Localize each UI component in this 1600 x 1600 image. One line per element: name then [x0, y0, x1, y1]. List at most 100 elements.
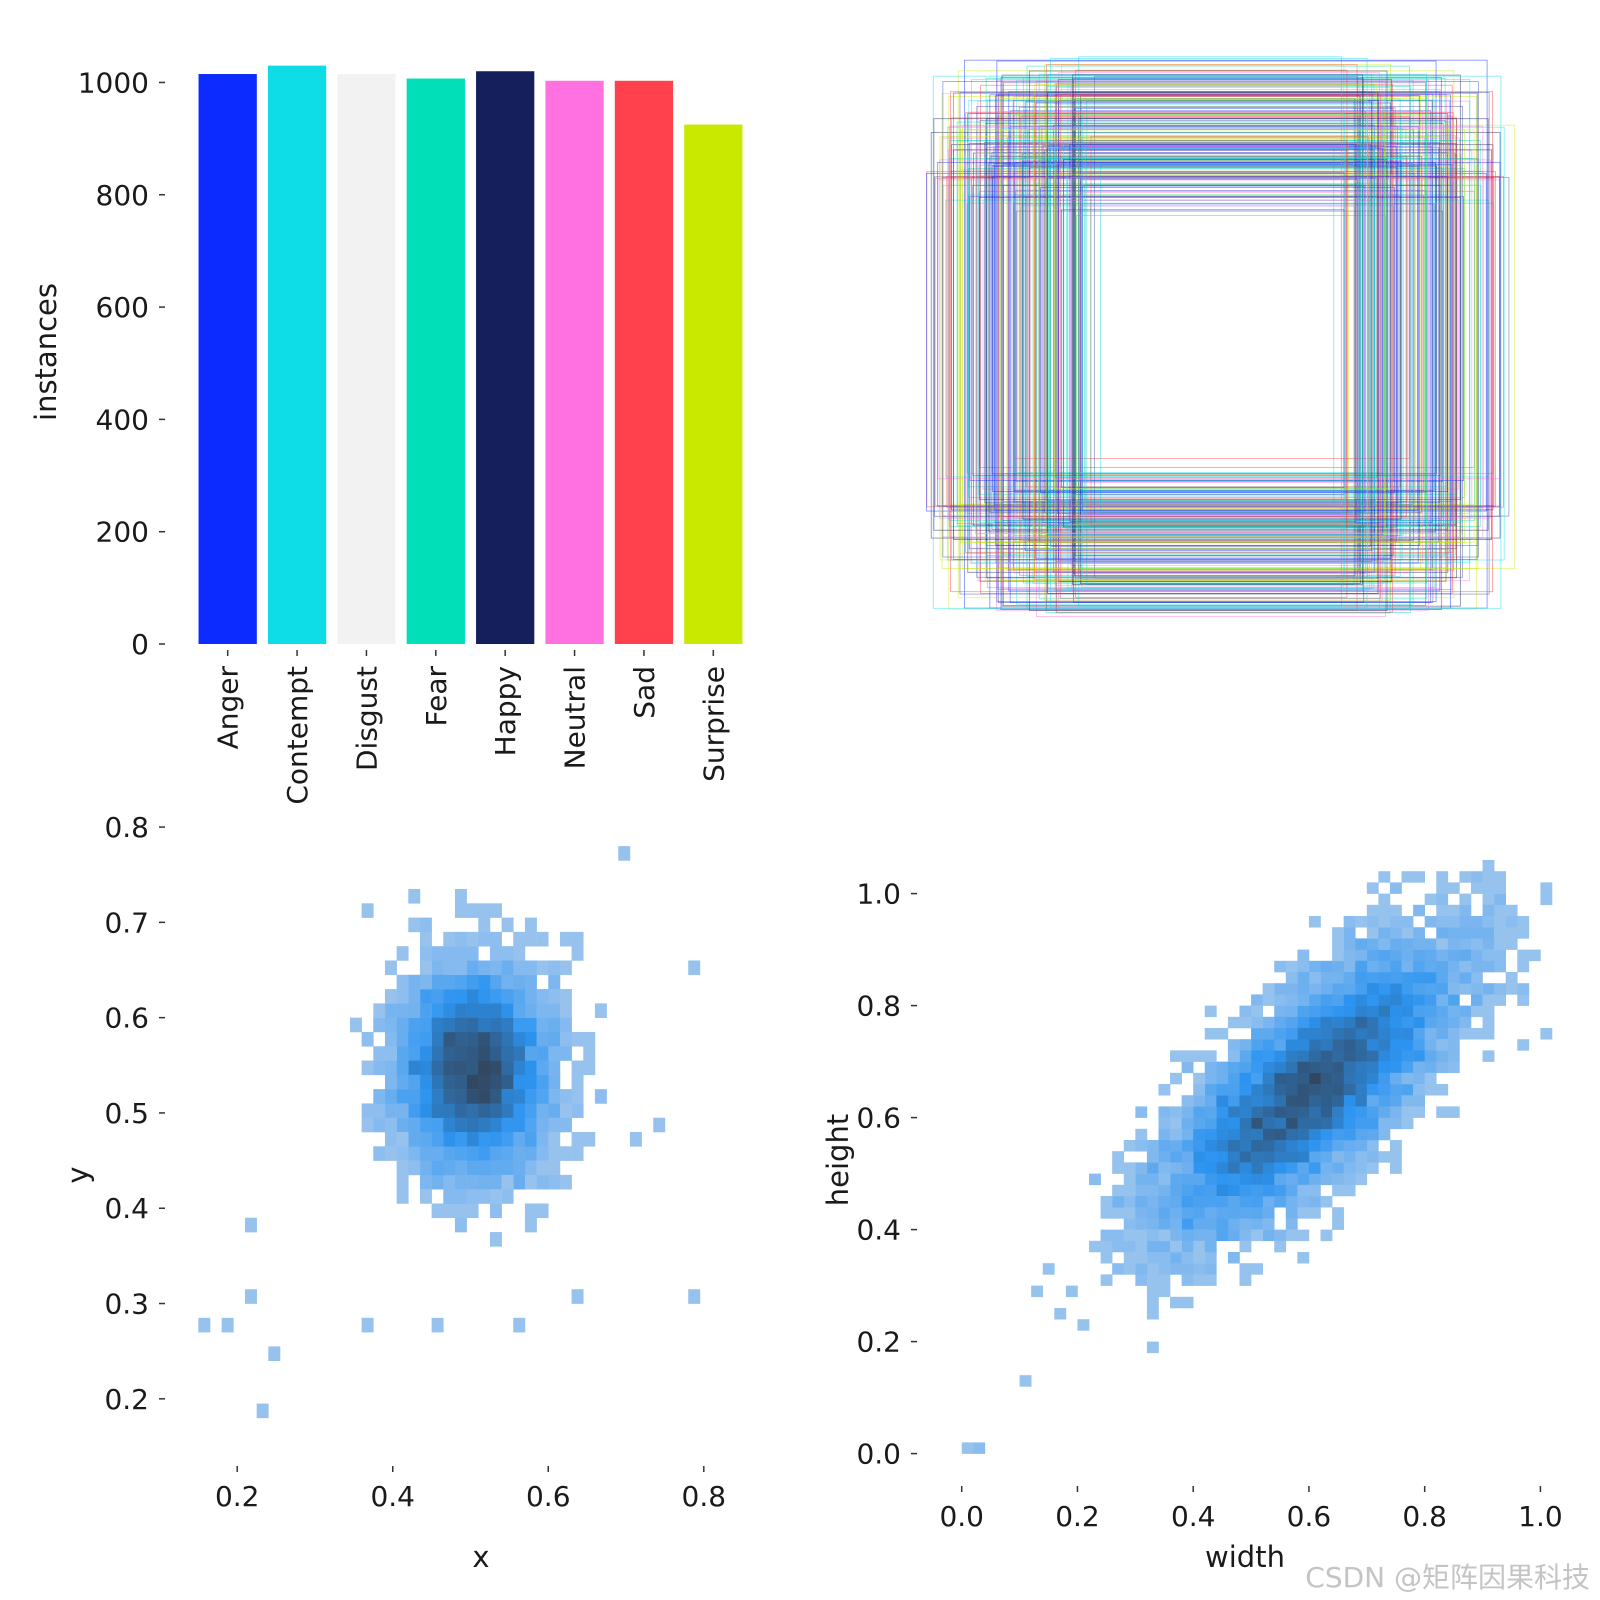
heatmap-cell	[489, 1160, 502, 1176]
heatmap-cell	[536, 1117, 549, 1133]
heatmap-cell	[1470, 938, 1483, 950]
heatmap-cell	[489, 1132, 502, 1147]
heatmap-cell	[1413, 949, 1425, 962]
heatmap-cell	[1274, 1005, 1287, 1018]
heatmap-cell	[1112, 1151, 1125, 1163]
heatmap-cell	[1401, 1028, 1414, 1040]
heatmap-cell	[1135, 1274, 1148, 1286]
heatmap-cell	[1274, 1151, 1287, 1163]
heatmap-cell	[1204, 1162, 1217, 1174]
heatmap-cell	[1297, 1252, 1310, 1264]
label-box-outline	[1080, 192, 1390, 483]
heatmap-cell	[1065, 1285, 1078, 1298]
heatmap-cell	[1320, 1050, 1333, 1062]
heatmap-cell	[384, 1146, 397, 1161]
heatmap-cell	[1297, 1207, 1310, 1219]
heatmap-cell	[396, 1103, 409, 1119]
x-tick-label: 0.6	[526, 1480, 571, 1513]
heatmap-cell	[1389, 972, 1402, 984]
heatmap-cell	[1517, 916, 1530, 928]
heatmap-cell	[1285, 1117, 1298, 1130]
heatmap-cell	[1424, 916, 1437, 928]
heatmap-cell	[1389, 994, 1402, 1006]
heatmap-cell	[1308, 1173, 1321, 1186]
label-box-outline	[1078, 184, 1357, 475]
heatmap-cell	[1540, 882, 1553, 894]
heatmap-cell	[961, 1442, 974, 1454]
heatmap-cell	[1193, 1117, 1206, 1130]
heatmap-cell	[1239, 1117, 1252, 1130]
heatmap-cell	[1251, 1140, 1263, 1152]
heatmap-cell	[559, 1003, 572, 1018]
heatmap-cell	[1251, 1117, 1263, 1130]
heatmap-cell	[524, 1174, 537, 1190]
heatmap-cell	[1355, 1005, 1368, 1018]
heatmap-cell	[1251, 1207, 1263, 1219]
heatmap-cell	[524, 917, 537, 933]
heatmap-cell	[513, 989, 526, 1004]
heatmap-cell	[1482, 949, 1495, 962]
heatmap-cell	[1308, 994, 1321, 1006]
heatmap-cell	[431, 1089, 444, 1104]
heatmap-cell	[454, 931, 467, 947]
heatmap-cell	[1447, 1106, 1460, 1118]
heatmap-cell	[1366, 882, 1379, 894]
heatmap-cell	[1054, 1308, 1067, 1320]
heatmap-cell	[489, 1103, 502, 1119]
heatmap-cell	[571, 1103, 584, 1119]
heatmap-cell	[384, 1117, 397, 1133]
heatmap-cell	[1285, 994, 1298, 1006]
heatmap-cell	[536, 1103, 549, 1119]
label-box-outline	[1024, 101, 1373, 552]
heatmap-cell	[1401, 916, 1414, 928]
heatmap-cell	[524, 1217, 537, 1233]
heatmap-cell	[501, 1003, 514, 1018]
heatmap-cell	[1285, 1028, 1298, 1040]
heatmap-cell	[1401, 983, 1414, 995]
heatmap-cell	[1482, 938, 1495, 950]
heatmap-cell	[1216, 1140, 1229, 1152]
heatmap-cell	[1135, 1162, 1148, 1174]
heatmap-cell	[1262, 1106, 1275, 1118]
heatmap-cell	[431, 989, 444, 1004]
heatmap-cell	[1135, 1106, 1148, 1118]
heatmap-cell	[536, 1203, 549, 1219]
heatmap-cell	[571, 1031, 584, 1047]
heatmap-cell	[1227, 1039, 1240, 1051]
heatmap-cell	[688, 1289, 701, 1304]
heatmap-cell	[478, 1117, 491, 1133]
heatmap-cell	[536, 960, 549, 976]
heatmap-cell	[1320, 1117, 1333, 1130]
heatmap-cell	[1378, 1084, 1391, 1096]
heatmap-cell	[1389, 1140, 1402, 1152]
heatmap-cell	[1355, 949, 1368, 962]
label-box-outline	[992, 176, 1448, 492]
heatmap-cell	[1470, 983, 1483, 995]
heatmap-cell	[361, 1060, 374, 1076]
heatmap-cell	[431, 1174, 444, 1190]
heatmap-cell	[1343, 927, 1356, 939]
heatmap-cell	[1216, 1072, 1229, 1085]
heatmap-cell	[1123, 1252, 1136, 1264]
heatmap-cell	[1262, 1151, 1275, 1163]
x-tick-label: 0.8	[682, 1480, 727, 1513]
heatmap-cell	[1378, 960, 1391, 973]
heatmap-cell	[513, 946, 526, 961]
heatmap-cell	[548, 1060, 561, 1076]
x-tick-label: 0.2	[215, 1480, 260, 1513]
heatmap-cell	[419, 946, 432, 961]
heatmap-cell	[1204, 1140, 1217, 1152]
heatmap-cell	[524, 1103, 537, 1119]
heatmap-cell	[1343, 1173, 1356, 1186]
heatmap-cell	[1158, 1274, 1171, 1286]
y-tick-label: 0.8	[104, 811, 149, 844]
heatmap-cell	[1366, 904, 1379, 917]
bar-disgust	[337, 74, 396, 645]
heatmap-cell	[524, 931, 537, 947]
heatmap-cell	[1378, 904, 1391, 917]
heatmap-cell	[1505, 972, 1518, 984]
heatmap-cell	[1482, 994, 1495, 1006]
heatmap-cell	[1401, 960, 1414, 973]
heatmap-cell	[1447, 1005, 1460, 1018]
heatmap-cell	[1308, 1005, 1321, 1018]
